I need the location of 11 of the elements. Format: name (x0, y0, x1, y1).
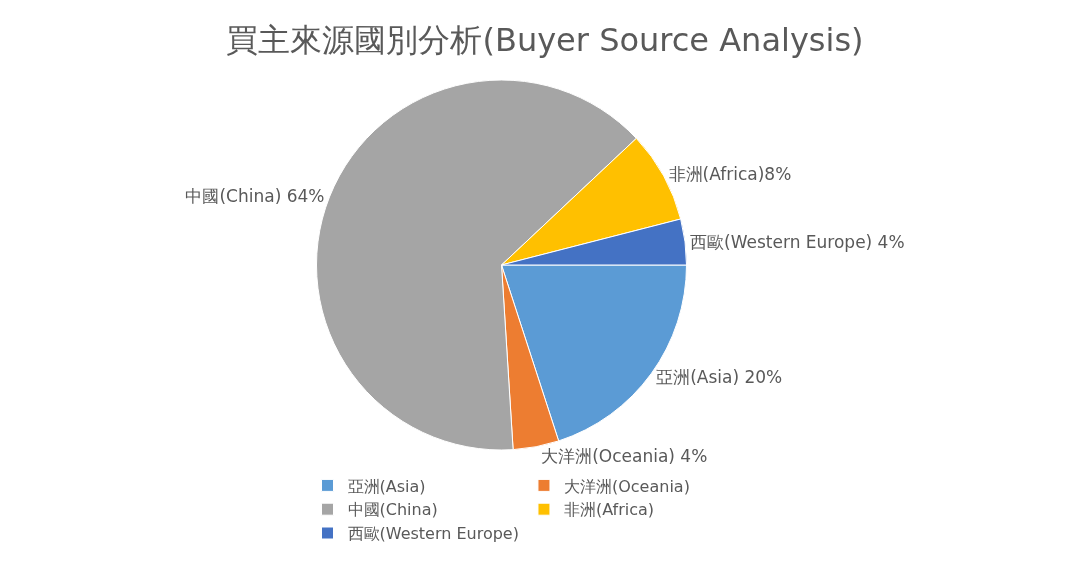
data-label: 大洋洲(Oceania) 4% (541, 446, 708, 467)
legend-label: 西歐(Western Europe) (347, 524, 519, 544)
data-label: 西歐(Western Europe) 4% (690, 231, 905, 252)
legend-label: 非洲(Africa) (563, 500, 655, 520)
data-label: 中國(China) 64% (185, 185, 325, 206)
legend-label: 亞洲(Asia) (347, 476, 426, 496)
chart-title: 買主來源國別分析(Buyer Source Analysis) (226, 20, 864, 59)
data-label: 亞洲(Asia) 20% (656, 367, 783, 388)
legend-label: 大洋洲(Oceania) (563, 476, 690, 496)
data-label: 非洲(Africa)8% (668, 163, 792, 184)
legend-label: 中國(China) (347, 500, 438, 520)
